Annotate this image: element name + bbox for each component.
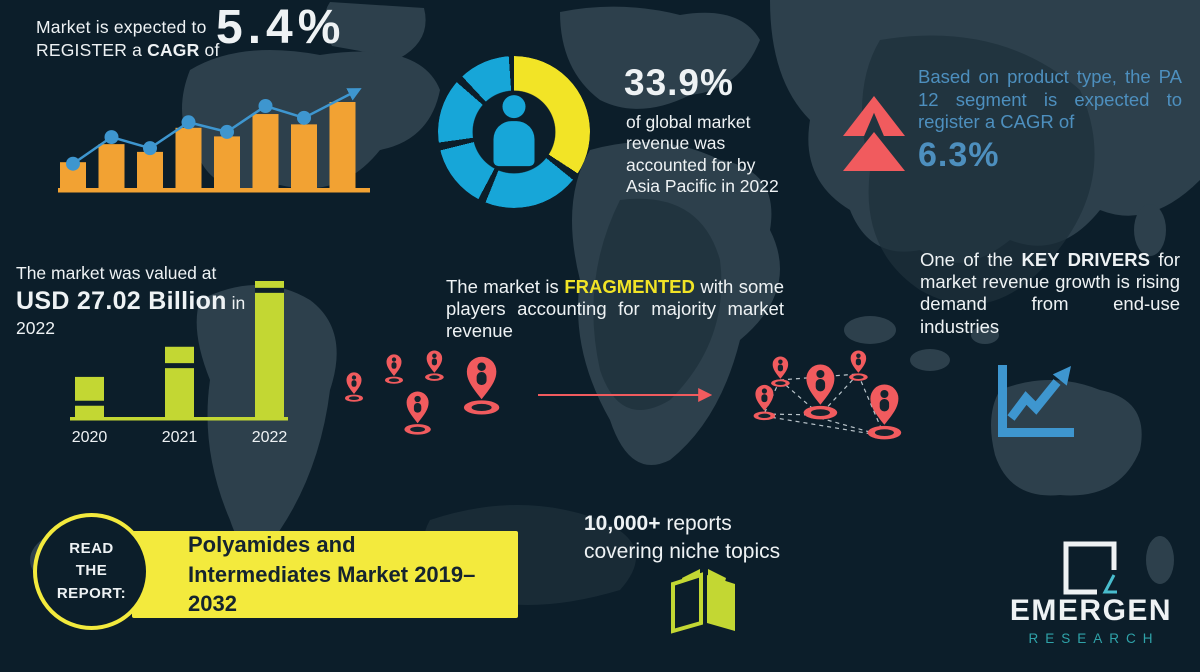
map-pin-icon — [385, 354, 403, 384]
triangle-up-shape — [843, 132, 905, 171]
year-label: 2020 — [72, 429, 108, 446]
map-pin-icon — [753, 384, 776, 421]
map-pin-icon — [345, 372, 363, 402]
map-pin-icon — [803, 364, 838, 420]
open-book-icon — [671, 569, 735, 634]
valuation-year: 2022 — [16, 318, 55, 339]
fragmented-pre: The market is — [446, 276, 565, 297]
map-pin-icon — [425, 350, 444, 381]
reports-line2: covering niche topics — [584, 539, 781, 563]
key-drivers-pre: One of the — [920, 249, 1022, 270]
key-drivers-highlight: KEY DRIVERS — [1021, 249, 1150, 270]
cagr-statement: Market is expected to REGISTER a CAGR of — [36, 16, 220, 62]
market-players-pins-graphic — [345, 350, 902, 440]
map-pin-icon — [404, 391, 431, 435]
cagr-acronym: CAGR — [147, 39, 200, 60]
person-head — [502, 95, 526, 119]
double-up-arrow-icon — [843, 96, 905, 172]
fragmented-highlight: FRAGMENTED — [564, 276, 695, 297]
logo-subtitle: RESEARCH — [1028, 631, 1160, 646]
map-pin-icon — [849, 350, 868, 381]
cagr-line2-post: of — [199, 39, 220, 60]
cagr-line2-pre: REGISTER a — [36, 39, 148, 60]
asia-share-description: of global market revenue was accounted f… — [626, 112, 779, 197]
report-banner[interactable]: Polyamides and Intermediates Market 2019… — [132, 531, 518, 618]
chevron-up-shape — [843, 96, 905, 136]
badge-line: THE — [75, 562, 108, 580]
pa12-statement: Based on product type, the PA 12 segment… — [918, 66, 1182, 133]
valuation-amount: USD 27.02 Billion — [16, 286, 227, 315]
asia-share-value: 33.9% — [624, 62, 734, 103]
key-drivers-post: for market revenue growth is rising dema… — [920, 249, 1180, 337]
badge-line: REPORT: — [56, 584, 127, 602]
badge-line: READ — [69, 539, 114, 557]
key-drivers-statement: One of the KEY DRIVERS for market revenu… — [920, 249, 1180, 338]
growth-chart-icon — [998, 365, 1074, 437]
valuation-statement: The market was valued at USD 27.02 Billi… — [16, 262, 245, 340]
pa12-cagr-value: 6.3% — [918, 136, 1000, 174]
cagr-value: 5.4% — [216, 1, 346, 54]
person-body — [493, 121, 535, 167]
read-report-badge[interactable]: READ THE REPORT: — [33, 513, 150, 630]
cagr-line1: Market is expected to — [36, 17, 207, 37]
report-title: Polyamides and Intermediates Market 2019… — [188, 531, 476, 617]
logo-name: EMERGEN — [1009, 594, 1173, 627]
map-pin-icon — [771, 356, 790, 387]
valuation-bar-chart: 2020 2021 2022 — [70, 281, 288, 446]
fragmented-statement: The market is FRAGMENTED with some playe… — [446, 276, 784, 343]
logo-square-icon — [1063, 541, 1117, 595]
valuation-suffix: in — [226, 292, 246, 313]
growth-trend-chart — [58, 88, 370, 193]
valuation-line1: The market was valued at — [16, 263, 217, 283]
reports-line1-rest: reports — [660, 512, 732, 535]
year-label: 2021 — [162, 429, 198, 446]
fragmented-post: with some players accounting for majorit… — [446, 276, 784, 342]
map-pin-icon — [463, 356, 500, 415]
reports-count: 10,000+ — [584, 512, 661, 535]
person-icon — [493, 95, 535, 167]
year-label: 2022 — [252, 429, 288, 446]
map-pin-icon — [867, 384, 902, 440]
reports-statement: 10,000+ reports covering niche topics — [584, 510, 780, 566]
asia-share-donut-chart — [438, 56, 590, 208]
emergen-logo: EMERGEN RESEARCH — [998, 540, 1184, 646]
